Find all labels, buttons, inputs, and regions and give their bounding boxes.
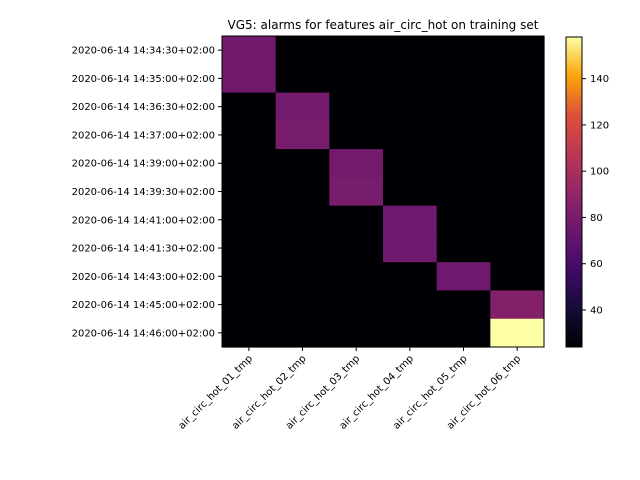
heatmap-cell: [329, 290, 384, 320]
heatmap-cell: [329, 205, 384, 235]
heatmap-cell: [490, 290, 545, 320]
heatmap-cell: [383, 205, 438, 235]
y-tick-label: 2020-06-14 14:39:30+02:00: [72, 187, 215, 198]
y-axis-ticks: 2020-06-14 14:34:30+02:00 2020-06-14 14:3…: [72, 46, 222, 339]
heatmap-cell: [490, 92, 545, 122]
y-tick-label: 2020-06-14 14:41:00+02:00: [72, 215, 215, 226]
heatmap-cell: [222, 262, 277, 292]
heatmap-cell: [436, 205, 491, 235]
heatmap-cell: [222, 177, 277, 207]
heatmap-cell: [329, 92, 384, 122]
colorbar-tick-label: 40: [590, 305, 603, 316]
heatmap-cell: [383, 92, 438, 122]
y-tick-label: 2020-06-14 14:43:00+02:00: [72, 272, 215, 283]
heatmap-cell: [436, 149, 491, 178]
heatmap-cell: [436, 177, 491, 207]
heatmap-cell: [222, 205, 277, 235]
heatmap-cell: [436, 36, 491, 65]
heatmap-cell: [329, 36, 384, 65]
heatmap-cell: [383, 149, 438, 178]
heatmap-cell: [275, 318, 330, 348]
heatmap-cell: [490, 177, 545, 207]
y-tick-label: 2020-06-14 14:36:30+02:00: [72, 102, 215, 113]
heatmap-cell: [222, 318, 277, 348]
heatmap-cell: [329, 64, 384, 94]
y-tick-label: 2020-06-14 14:46:00+02:00: [72, 328, 215, 339]
heatmap-cell: [222, 290, 277, 320]
heatmap-cell: [490, 262, 545, 292]
heatmap-cell: [436, 233, 491, 263]
y-tick-label: 2020-06-14 14:35:00+02:00: [72, 74, 215, 85]
heatmap-cell: [275, 36, 330, 65]
heatmap-cell: [383, 177, 438, 207]
colorbar-tick-label: 120: [590, 120, 609, 131]
heatmap-cell: [222, 64, 277, 94]
heatmap-cell: [436, 64, 491, 94]
heatmap-cell: [329, 318, 384, 348]
heatmap-cell: [275, 205, 330, 235]
x-axis-ticks: air_circ_hot_01_tmpair_circ_hot_02_tmpai…: [177, 347, 523, 432]
heatmap-cell: [383, 36, 438, 65]
heatmap-cell: [329, 149, 384, 178]
heatmap-cell: [275, 233, 330, 263]
heatmap-cell: [275, 290, 330, 320]
chart-title: VG5: alarms for features air_circ_hot on…: [228, 18, 539, 32]
heatmap-cell: [490, 233, 545, 263]
heatmap-cell: [222, 92, 277, 122]
heatmap-cell: [436, 92, 491, 122]
heatmap-cell: [490, 149, 545, 178]
y-tick-label: 2020-06-14 14:45:00+02:00: [72, 300, 215, 311]
heatmap-cell: [383, 233, 438, 263]
heatmap-cell: [275, 262, 330, 292]
heatmap-cell: [383, 64, 438, 94]
colorbar-ticks: 40 60 80 100 120 140: [582, 74, 609, 316]
heatmap-cell: [383, 262, 438, 292]
heatmap-cell: [383, 290, 438, 320]
heatmap-cell: [436, 318, 491, 348]
heatmap-cell: [329, 120, 384, 150]
heatmap-cell: [490, 120, 545, 150]
heatmap-cell: [222, 36, 277, 65]
heatmap-cell: [275, 64, 330, 94]
colorbar-tick-label: 60: [590, 259, 603, 270]
y-tick-label: 2020-06-14 14:41:30+02:00: [72, 244, 215, 255]
y-tick-label: 2020-06-14 14:37:00+02:00: [72, 130, 215, 141]
heatmap-cell: [436, 262, 491, 292]
colorbar-tick-label: 100: [590, 167, 609, 178]
heatmap-cell: [383, 120, 438, 150]
heatmap-cell: [275, 177, 330, 207]
heatmap-cells: [222, 36, 545, 348]
heatmap-cell: [329, 233, 384, 263]
colorbar-tick-label: 80: [590, 213, 603, 224]
heatmap-cell: [329, 177, 384, 207]
heatmap-cell: [222, 149, 277, 178]
heatmap-cell: [436, 290, 491, 320]
heatmap-cell: [275, 149, 330, 178]
heatmap-cell: [222, 233, 277, 263]
colorbar-tick-label: 140: [590, 74, 609, 85]
heatmap-cell: [275, 92, 330, 122]
heatmap-cell: [490, 205, 545, 235]
heatmap-cell: [329, 262, 384, 292]
heatmap-cell: [490, 36, 545, 65]
heatmap-cell: [275, 120, 330, 150]
y-tick-label: 2020-06-14 14:39:00+02:00: [72, 159, 215, 170]
y-tick-label: 2020-06-14 14:34:30+02:00: [72, 46, 215, 57]
heatmap-cell: [383, 318, 438, 348]
heatmap-cell: [490, 318, 545, 348]
heatmap-cell: [436, 120, 491, 150]
colorbar: [565, 36, 583, 348]
heatmap-cell: [490, 64, 545, 94]
heatmap-cell: [222, 120, 277, 150]
